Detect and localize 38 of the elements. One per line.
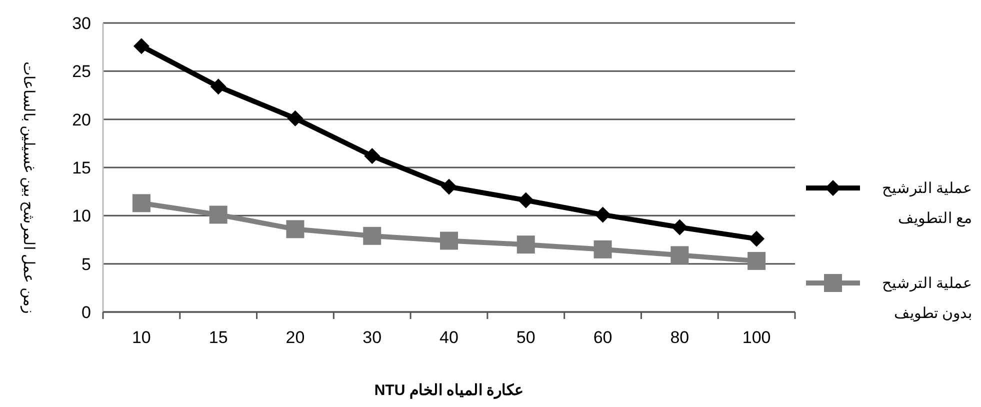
point — [670, 246, 689, 264]
point — [132, 194, 150, 212]
y-tick-label: 25 — [72, 62, 91, 82]
point — [363, 226, 382, 245]
x-tick-label: 20 — [286, 328, 305, 347]
x-tick-label: 80 — [670, 328, 690, 347]
y-tick-label: 10 — [72, 206, 91, 226]
x-tick-label: 15 — [208, 328, 228, 347]
y-axis-title: زمن عمل المرشح بين غسيلين بالساعات — [20, 62, 37, 314]
x-tick-label: 60 — [593, 328, 612, 347]
point — [748, 230, 765, 247]
legend-label: عملية الترشيح مع التطويف — [882, 180, 972, 227]
x-tick-label: 10 — [132, 328, 151, 347]
point — [364, 148, 380, 164]
point — [441, 178, 457, 195]
y-tick-label: 5 — [82, 254, 91, 274]
point — [518, 192, 534, 208]
y-tick-label: 0 — [82, 303, 91, 322]
x-tick-label: 100 — [742, 328, 771, 347]
point — [287, 110, 304, 126]
y-tick-label: 15 — [72, 158, 91, 178]
point — [133, 38, 150, 54]
x-tick-label: 50 — [516, 328, 536, 347]
point — [209, 206, 228, 224]
point — [440, 232, 458, 250]
point — [286, 220, 304, 238]
point — [594, 240, 612, 258]
point — [516, 236, 535, 254]
point — [672, 219, 688, 236]
point — [210, 78, 226, 95]
x-tick-label: 40 — [440, 328, 458, 347]
point — [594, 206, 611, 223]
y-tick-label: 20 — [72, 110, 91, 130]
point — [748, 252, 766, 270]
legend-label: عملية الترشيح بدون تطويف — [882, 275, 972, 322]
x-tick-label: 30 — [362, 328, 382, 347]
y-tick-label: 30 — [72, 14, 91, 33]
x-axis-title: عكارة المياه الخام NTU — [374, 382, 524, 399]
